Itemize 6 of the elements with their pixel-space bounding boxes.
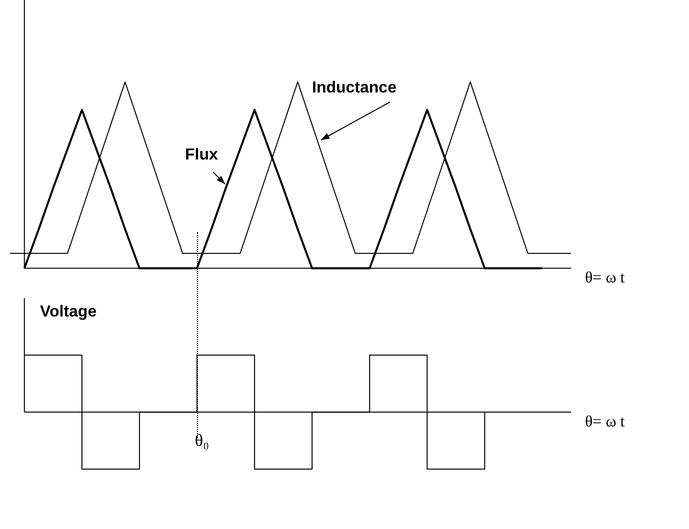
series-label: Flux <box>185 146 218 164</box>
series-label: Inductance <box>312 79 397 96</box>
x-axis-title: θ= ω t <box>585 269 626 286</box>
annotation: θ₀ <box>194 431 210 450</box>
x-axis-title: θ= ω t <box>585 413 626 430</box>
text: Voltage <box>40 303 97 320</box>
